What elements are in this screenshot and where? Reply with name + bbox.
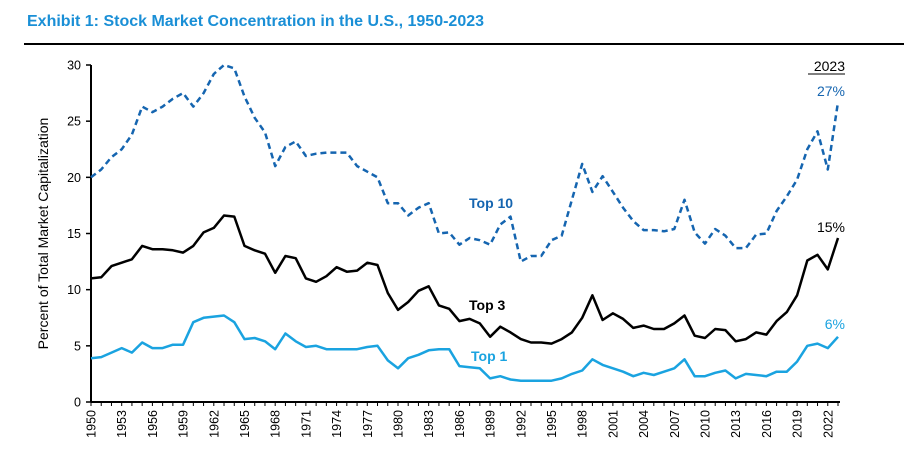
axes: 0 5 10 15 20 25 30 Percent of Total Market Capi… [35, 59, 840, 438]
x-tick-label: 1995 [545, 410, 559, 438]
end-year-header: 2023 [814, 58, 845, 74]
x-tick-label: 2022 [821, 410, 835, 438]
series-label-top-1: Top 1 [471, 348, 508, 364]
y-tick-label: 20 [67, 171, 81, 185]
series-labels: Top 10 Top 3 Top 1 2023 27% 15% 6% [469, 58, 845, 364]
y-tick-label: 30 [67, 59, 81, 73]
series-line-top-1 [90, 314, 839, 382]
series-lines [90, 63, 840, 382]
x-tick-label: 2013 [729, 410, 743, 438]
y-tick-label: 25 [67, 115, 81, 129]
x-tick-label: 1980 [391, 410, 405, 438]
x-tick-label: 1986 [453, 410, 467, 438]
x-tick-label: 1965 [238, 410, 252, 438]
x-tick-label: 1971 [299, 410, 313, 438]
x-tick-label: 2016 [760, 410, 774, 438]
x-tick-label: 1998 [576, 410, 590, 438]
series-line-top-10 [90, 63, 840, 263]
y-tick-label: 0 [74, 396, 81, 410]
x-tick-label: 1989 [484, 410, 498, 438]
x-tick-label: 1992 [514, 410, 528, 438]
x-tick-label: 2007 [668, 410, 682, 438]
x-tick-label: 1974 [330, 410, 344, 438]
series-label-top-10: Top 10 [469, 195, 513, 211]
x-tick-label: 1959 [177, 410, 191, 438]
x-tick-label: 1953 [115, 410, 129, 438]
y-tick-label: 15 [67, 227, 81, 241]
y-tick-label: 10 [67, 283, 81, 297]
x-tick-label: 2004 [637, 410, 651, 438]
x-tick-label: 1962 [207, 410, 221, 438]
series-label-top-3: Top 3 [469, 297, 506, 313]
x-tick-label: 1956 [146, 410, 160, 438]
end-value-label-top-3: 15% [817, 219, 845, 235]
x-tick-label: 1983 [422, 410, 436, 438]
end-value-label-top-1: 6% [825, 316, 845, 332]
y-tick-label: 5 [74, 339, 81, 353]
y-axis-label: Percent of Total Market Capitalization [35, 118, 51, 350]
x-tick-label: 2019 [791, 410, 805, 438]
end-value-label-top-10: 27% [817, 83, 845, 99]
title-divider [24, 43, 904, 45]
x-tick-label: 2010 [698, 410, 712, 438]
x-tick-label: 1950 [85, 410, 99, 438]
x-tick-label: 2001 [606, 410, 620, 438]
x-tick-label: 1968 [269, 410, 283, 438]
chart-title: Exhibit 1: Stock Market Concentration in… [27, 13, 485, 30]
series-line-top-3 [90, 214, 840, 345]
x-tick-label: 1977 [361, 410, 375, 438]
